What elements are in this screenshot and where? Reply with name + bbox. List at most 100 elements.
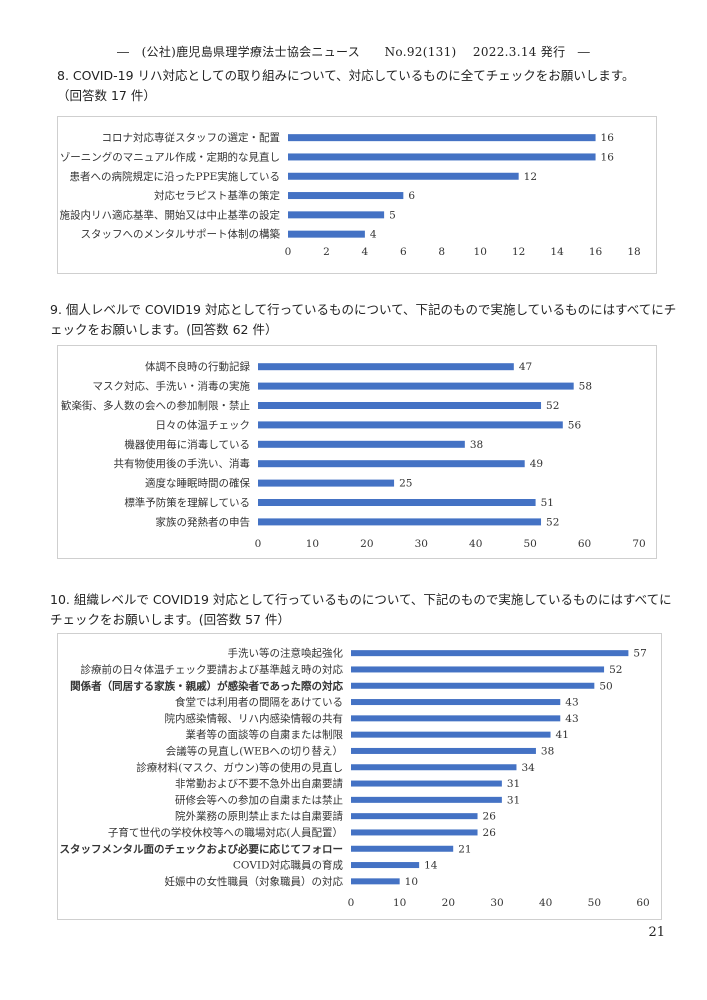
- x-tick-label: 40: [539, 897, 552, 909]
- bar: [351, 845, 454, 852]
- bar: [288, 172, 519, 180]
- category-label: 標準予防策を理解している: [124, 496, 250, 509]
- data-label: 57: [633, 648, 646, 660]
- data-label: 58: [579, 381, 592, 393]
- x-tick-label: 30: [490, 897, 503, 909]
- chart-q8-svg: コロナ対応専従スタッフの選定・配置 16 ゾーニングのマニュアル作成・定期的な見直し…: [60, 131, 641, 258]
- data-label: 52: [546, 516, 559, 528]
- x-tick-label: 6: [400, 246, 407, 258]
- bar: [351, 731, 551, 738]
- data-label: 51: [541, 497, 554, 509]
- bar: [351, 764, 517, 771]
- bar: [258, 460, 525, 468]
- bar: [258, 421, 563, 429]
- data-label: 38: [470, 439, 483, 451]
- x-tick-label: 50: [523, 538, 536, 550]
- data-label: 43: [565, 697, 578, 709]
- category-label: 対応セラピスト基準の策定: [154, 189, 280, 202]
- bar: [288, 211, 385, 219]
- category-label: コロナ対応専従スタッフの選定・配置: [102, 131, 281, 144]
- x-tick-label: 4: [362, 246, 369, 258]
- data-label: 6: [408, 190, 415, 202]
- category-label: 施設内リハ適応基準、開始又は中止基準の設定: [60, 208, 281, 221]
- x-tick-label: 30: [415, 538, 428, 550]
- data-label: 16: [601, 132, 615, 144]
- category-label: 診療材料(マスク、ガウン)等の使用の見直し: [136, 761, 343, 774]
- data-label: 41: [556, 729, 569, 741]
- data-label: 10: [405, 876, 418, 888]
- x-tick-label: 60: [636, 897, 649, 909]
- data-label: 49: [530, 458, 543, 470]
- bar: [351, 747, 536, 754]
- bar: [351, 666, 605, 673]
- category-label: 妊娠中の女性職員（対象職員）の対応: [165, 875, 344, 888]
- page-number: 21: [648, 925, 665, 940]
- category-label: 適度な睡眠時間の確保: [145, 477, 250, 490]
- bar: [288, 192, 404, 200]
- chart-q10-svg: 手洗い等の注意喚起強化 57 診療前の日々体温チェック要請および基準越え時の対応 52…: [60, 647, 650, 909]
- data-label: 52: [546, 400, 559, 412]
- data-label: 14: [424, 860, 438, 872]
- x-tick-label: 8: [438, 246, 445, 258]
- data-label: 56: [568, 419, 582, 431]
- category-label: 業者等の面談等の自粛または制限: [186, 728, 344, 741]
- bar: [351, 682, 595, 689]
- bar: [258, 518, 542, 526]
- data-label: 47: [519, 361, 532, 373]
- x-tick-label: 60: [578, 538, 591, 550]
- x-tick-label: 10: [474, 246, 487, 258]
- chart-q9: 体調不良時の行動記録 47 マスク対応、手洗い・消毒の実施 58 歓楽街、多人数の会への…: [57, 345, 657, 559]
- category-label: マスク対応、手洗い・消毒の実施: [93, 380, 251, 393]
- data-label: 26: [483, 811, 497, 823]
- category-label: スタッフへのメンタルサポート体制の構築: [81, 228, 281, 241]
- data-label: 21: [458, 843, 471, 855]
- bar: [351, 715, 561, 722]
- bar: [258, 499, 536, 506]
- bar: [258, 363, 514, 371]
- data-label: 34: [521, 762, 535, 774]
- category-label: 関係者（同居する家族・親戚）が感染者であった際の対応: [70, 679, 343, 692]
- x-tick-label: 10: [393, 897, 406, 909]
- question-10-line1: 10. 組織レベルで COVID19 対応として行っているものについて、下記のも…: [50, 592, 672, 607]
- category-label: 機器使用毎に消毒している: [124, 438, 250, 451]
- x-tick-label: 10: [306, 538, 319, 550]
- x-tick-label: 2: [323, 246, 330, 258]
- bar: [288, 134, 596, 142]
- x-tick-label: 0: [255, 538, 262, 550]
- category-label: スタッフメンタル面のチェックおよび必要に応じてフォロー: [60, 842, 344, 855]
- category-label: 日々の体温チェック: [156, 419, 251, 431]
- category-label: 会議等の見直し(WEBへの切り替え）: [166, 744, 343, 757]
- category-label: 家族の発熱者の申告: [156, 515, 251, 528]
- bar: [351, 829, 478, 836]
- category-label: 患者への病院規定に沿ったPPE実施している: [70, 170, 280, 183]
- question-8-line1: 8. COVID-19 リハ対応としての取り組みについて、対応しているものに全て…: [57, 68, 635, 83]
- x-tick-label: 0: [285, 246, 292, 258]
- bar: [351, 878, 400, 885]
- chart-q8: コロナ対応専従スタッフの選定・配置 16 ゾーニングのマニュアル作成・定期的な見直し…: [57, 116, 657, 274]
- x-tick-label: 18: [627, 246, 640, 258]
- bar: [351, 650, 629, 657]
- x-tick-label: 70: [632, 538, 645, 550]
- data-label: 4: [370, 229, 377, 241]
- x-tick-label: 16: [589, 246, 603, 258]
- bar: [288, 230, 365, 238]
- category-label: 歓楽街、多人数の会への参加制限・禁止: [61, 399, 250, 412]
- bar: [258, 382, 574, 390]
- data-label: 16: [601, 151, 615, 163]
- x-tick-label: 14: [550, 246, 564, 258]
- x-tick-label: 20: [360, 538, 373, 550]
- question-9-line2: ェックをお願いします。(回答数 62 件）: [50, 322, 278, 337]
- x-tick-label: 40: [469, 538, 482, 550]
- data-label: 38: [541, 745, 554, 757]
- question-9: 9. 個人レベルで COVID19 対応として行っているものについて、下記のもの…: [50, 300, 676, 340]
- bar: [258, 479, 395, 487]
- data-label: 31: [507, 778, 520, 790]
- data-label: 5: [389, 209, 396, 221]
- bar: [351, 780, 502, 787]
- newsletter-header: ― (公社)鹿児島県理学療法士協会ニュース No.92(131) 2022.3.…: [116, 45, 591, 59]
- chart-q9-svg: 体調不良時の行動記録 47 マスク対応、手洗い・消毒の実施 58 歓楽街、多人数の会への…: [61, 360, 646, 550]
- category-label: ゾーニングのマニュアル作成・定期的な見直し: [60, 150, 280, 163]
- category-label: COVID対応職員の育成: [233, 859, 344, 872]
- x-tick-label: 12: [512, 246, 525, 258]
- category-label: 子育て世代の学校休校等への職場対応(人員配置）: [108, 826, 343, 839]
